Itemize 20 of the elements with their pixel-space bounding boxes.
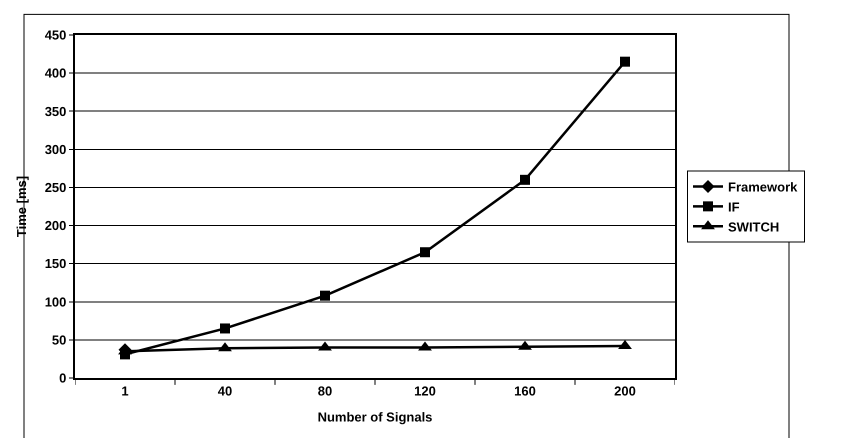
- x-tick-label: 40: [218, 384, 232, 399]
- y-tick-label: 150: [44, 256, 66, 272]
- x-tick-label: 200: [614, 384, 636, 399]
- x-tick-label: 160: [514, 384, 536, 399]
- legend-label: Framework: [728, 180, 798, 195]
- y-tick-label: 350: [44, 104, 66, 119]
- y-tick-label: 300: [44, 142, 66, 157]
- y-tick-label: 400: [44, 66, 66, 81]
- x-tick-label: 120: [414, 384, 436, 399]
- y-tick-label: 250: [44, 180, 66, 195]
- legend-label: IF: [728, 199, 740, 214]
- y-tick-label: 0: [59, 370, 66, 386]
- y-tick-label: 100: [44, 294, 66, 310]
- y-tick-label: 200: [44, 218, 66, 234]
- y-tick-label: 50: [52, 332, 66, 348]
- legend-label: SWITCH: [728, 219, 780, 234]
- x-tick-label: 80: [318, 384, 332, 399]
- x-tick-label: 1: [121, 384, 129, 399]
- y-tick-label: 450: [44, 28, 66, 43]
- x-axis-title: Number of Signals: [318, 410, 432, 425]
